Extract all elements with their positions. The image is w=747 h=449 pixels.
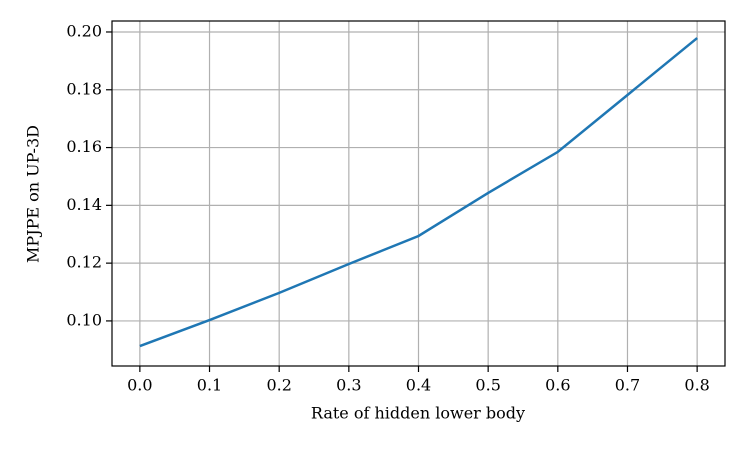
y-tick-label: 0.10 bbox=[66, 310, 102, 329]
x-tick-label: 0.3 bbox=[336, 376, 361, 395]
y-tick-label: 0.18 bbox=[66, 79, 102, 98]
y-tick-label: 0.16 bbox=[66, 137, 102, 156]
x-tick-label: 0.4 bbox=[406, 376, 431, 395]
x-tick-label: 0.0 bbox=[127, 376, 152, 395]
data-line bbox=[139, 37, 698, 348]
y-tick-label: 0.14 bbox=[66, 195, 102, 214]
y-tick-label: 0.12 bbox=[66, 253, 102, 272]
x-tick-label: 0.6 bbox=[545, 376, 570, 395]
x-axis-label: Rate of hidden lower body bbox=[311, 404, 525, 423]
y-axis-label: MPJPE on UP-3D bbox=[24, 125, 43, 263]
plot-frame bbox=[111, 20, 726, 367]
x-tick-label: 0.1 bbox=[197, 376, 222, 395]
x-tick-label: 0.2 bbox=[266, 376, 291, 395]
y-tick-label: 0.20 bbox=[66, 21, 102, 40]
x-tick-label: 0.7 bbox=[615, 376, 640, 395]
x-tick-label: 0.5 bbox=[475, 376, 500, 395]
x-tick-label: 0.8 bbox=[684, 376, 709, 395]
